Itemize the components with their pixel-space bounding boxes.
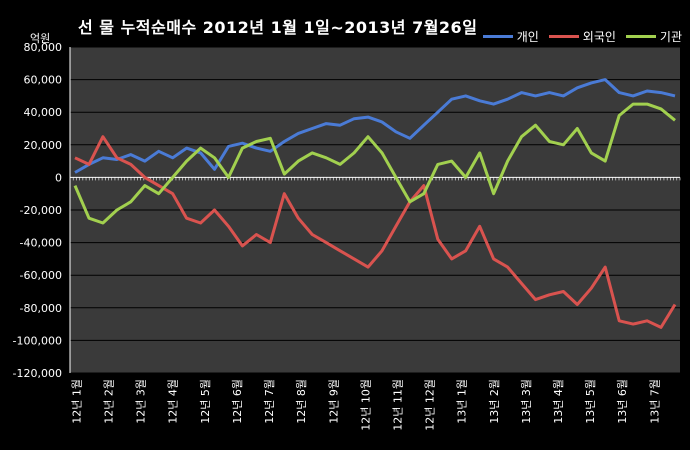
legend-item-foreign: 외국인 [548, 28, 616, 45]
x-tick-label: 12년 11월 [391, 379, 404, 431]
series-line-0 [74, 78, 676, 174]
legend-swatch-institution [625, 35, 656, 38]
x-tick-label: 12년 3월 [135, 379, 148, 424]
y-tick-label: 40,000 [24, 106, 63, 119]
y-tick-label: -60,000 [20, 269, 62, 282]
x-tick-label: 13년 7월 [648, 379, 661, 424]
y-tick-label: 20,000 [24, 139, 63, 152]
x-tick-label: 12년 6월 [231, 379, 244, 424]
x-tick-label: 12년 12월 [424, 379, 437, 431]
y-tick-label: 60,000 [24, 74, 63, 87]
x-tick-label: 12년 2월 [103, 379, 116, 424]
x-tick-label: 12년 1월 [70, 379, 83, 424]
grid-layer [70, 46, 680, 374]
x-tick-label: 13년 5월 [584, 379, 597, 424]
legend: 개인 외국인 기관 [482, 28, 682, 45]
x-tick-label: 12년 4월 [167, 379, 180, 424]
y-tick-label: -100,000 [13, 334, 62, 347]
x-tick-label: 13년 4월 [552, 379, 565, 424]
y-tick-label: -40,000 [20, 237, 62, 250]
series-line-1 [74, 135, 677, 329]
y-axis-unit: 억원 [30, 32, 51, 45]
legend-label-foreign: 외국인 [582, 30, 616, 44]
legend-item-individual: 개인 [482, 28, 539, 45]
axis-layer: -120,000 -100,000 -80,000 -60,000 -40,000 -20… [13, 41, 681, 431]
y-tick-label: -80,000 [20, 302, 62, 315]
x-tick-label: 13년 3월 [520, 379, 533, 424]
x-tick-label: 12년 9월 [327, 379, 340, 424]
x-tick-label: 12년 8월 [295, 379, 308, 424]
y-tick-label: 0 [55, 171, 62, 184]
y-tick-label: 80,000 [24, 41, 63, 54]
y-tick-label: -120,000 [13, 367, 62, 380]
x-tick-label: 13년 6월 [616, 379, 629, 424]
legend-swatch-individual [482, 35, 513, 38]
legend-label-institution: 기관 [659, 30, 682, 44]
series-layer [73, 78, 677, 329]
legend-item-institution: 기관 [625, 28, 682, 45]
x-tick-label: 12년 5월 [199, 379, 212, 424]
x-tick-label: 12년 7월 [263, 379, 276, 424]
legend-swatch-foreign [548, 35, 579, 38]
chart-title: 선 물 누적순매수 2012년 1월 1일~2013년 7월26일 [78, 18, 478, 37]
y-tick-label: -20,000 [20, 204, 62, 217]
x-tick-label: 13년 1월 [456, 379, 469, 424]
series-line-2 [73, 102, 676, 225]
x-tick-label: 12년 10월 [359, 379, 372, 431]
legend-label-individual: 개인 [516, 30, 539, 44]
x-tick-label: 13년 2월 [488, 379, 501, 424]
